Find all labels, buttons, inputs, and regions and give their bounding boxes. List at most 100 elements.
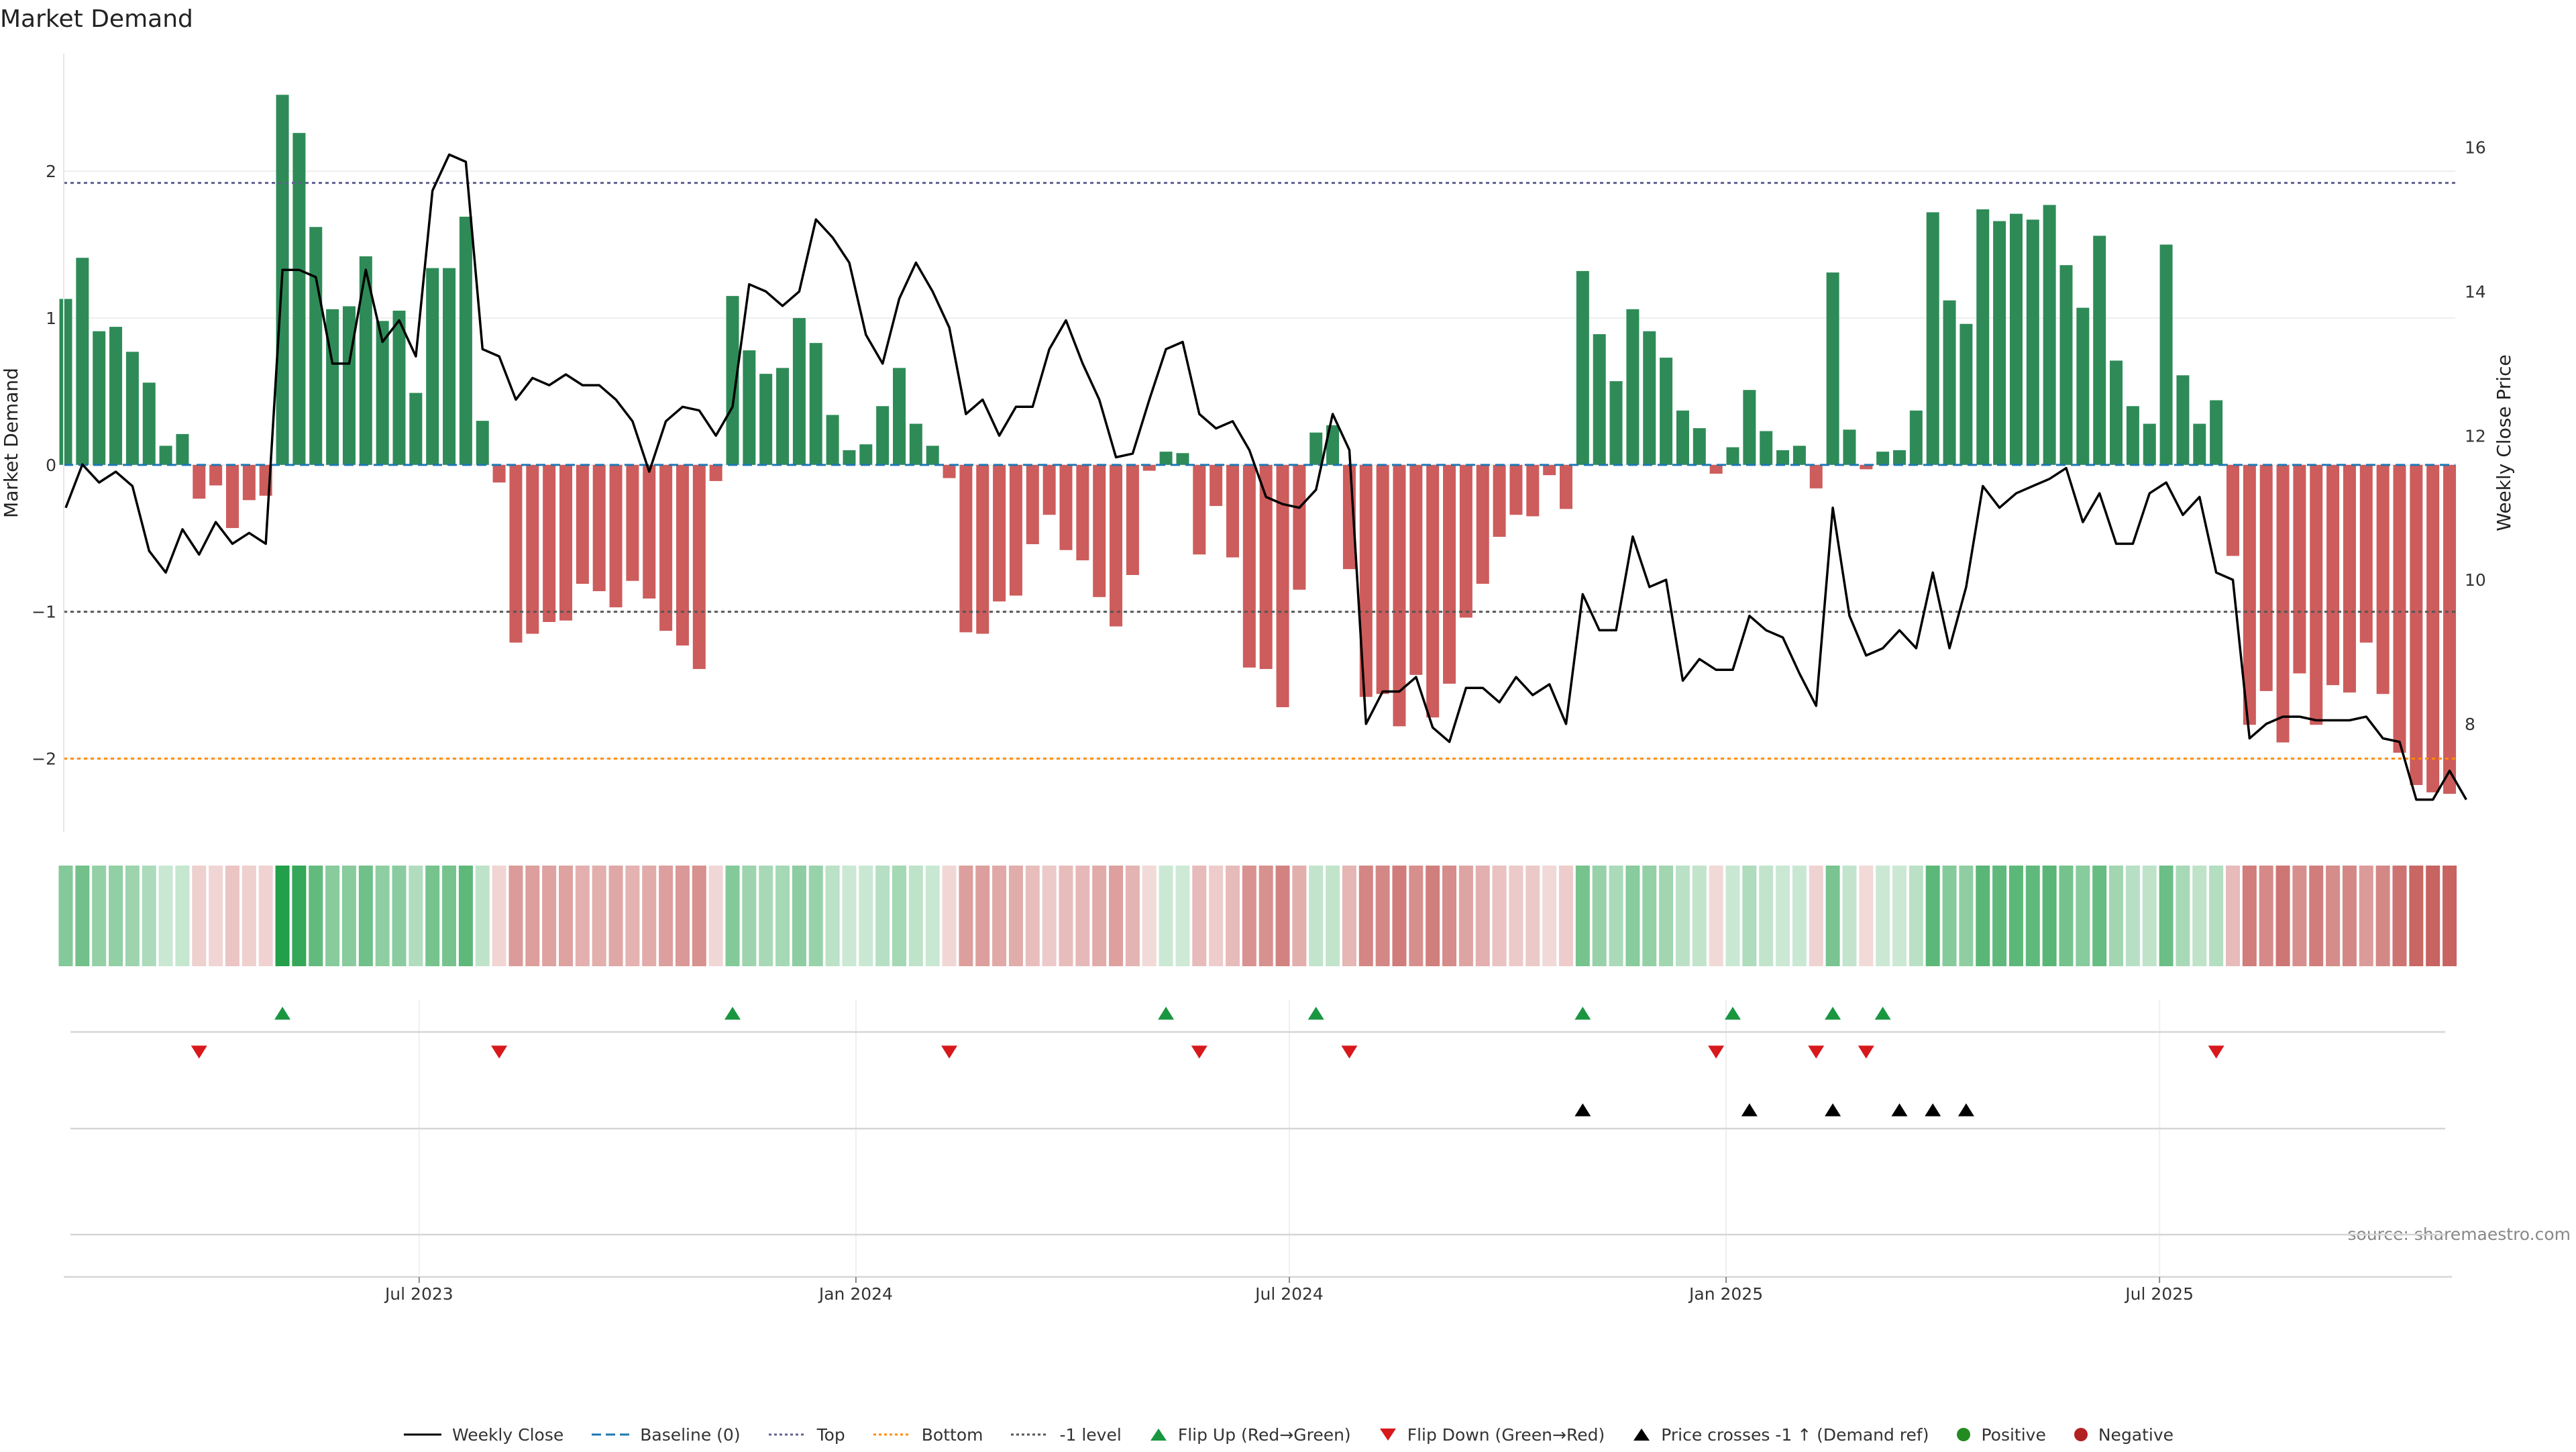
demand-bar bbox=[2043, 205, 2056, 465]
heat-cell bbox=[1309, 866, 1324, 966]
heat-cell bbox=[875, 866, 890, 966]
demand-bar bbox=[1293, 464, 1306, 590]
heat-cell bbox=[1642, 866, 1657, 966]
close-line-layer bbox=[64, 153, 2467, 801]
demand-bar bbox=[1509, 464, 1523, 515]
y-tick-label-right: 10 bbox=[2465, 570, 2486, 590]
heat-cell bbox=[1075, 866, 1090, 966]
demand-bar bbox=[2276, 464, 2290, 743]
heat-cell bbox=[1659, 866, 1674, 966]
heat-cell bbox=[1142, 866, 1157, 966]
demand-bar bbox=[1142, 464, 1156, 471]
heat-cell bbox=[542, 866, 557, 966]
heat-cell bbox=[325, 866, 340, 966]
heat-cell bbox=[1925, 866, 1940, 966]
heat-cell bbox=[1909, 866, 1923, 966]
heat-cell bbox=[158, 866, 173, 966]
heat-cell bbox=[608, 866, 623, 966]
heat-cell bbox=[1992, 866, 2007, 966]
heat-cell bbox=[2176, 866, 2190, 966]
demand-bar bbox=[1443, 464, 1456, 684]
demand-bar bbox=[1159, 452, 1173, 465]
heat-cell bbox=[2025, 866, 2040, 966]
event-markers bbox=[191, 1006, 2224, 1117]
heat-cell bbox=[2159, 866, 2174, 966]
legend-label: Baseline (0) bbox=[640, 1424, 741, 1445]
demand-bar bbox=[2093, 236, 2106, 465]
heat-cell bbox=[792, 866, 806, 966]
flip-down-marker bbox=[1341, 1045, 1358, 1059]
triangle-down-icon bbox=[1379, 1429, 1396, 1441]
y-tick-label-left: 1 bbox=[46, 309, 56, 328]
legend-item-top: Top bbox=[767, 1425, 845, 1445]
heat-cell bbox=[1692, 866, 1707, 966]
demand-bar bbox=[1226, 464, 1239, 558]
legend-item-price-cross: Price crosses -1 ↑ (Demand ref) bbox=[1631, 1425, 1929, 1445]
demand-bar bbox=[909, 423, 922, 465]
demand-bar bbox=[1059, 464, 1073, 550]
demand-bar bbox=[976, 464, 989, 634]
heat-cell bbox=[892, 866, 906, 966]
heat-cell bbox=[92, 866, 107, 966]
demand-bar bbox=[309, 227, 323, 465]
heat-cell bbox=[825, 866, 840, 966]
demand-bar bbox=[893, 368, 906, 465]
heat-cell bbox=[375, 866, 390, 966]
demand-bar bbox=[559, 464, 572, 621]
heat-cell bbox=[492, 866, 506, 966]
heat-cell bbox=[1559, 866, 1573, 966]
demand-bar bbox=[209, 464, 223, 486]
legend-label: Flip Up (Red→Green) bbox=[1177, 1424, 1351, 1445]
heat-cell bbox=[1442, 866, 1457, 966]
heat-cell bbox=[859, 866, 873, 966]
heat-cell bbox=[692, 866, 706, 966]
demand-bar bbox=[1242, 464, 1256, 668]
heat-cell bbox=[458, 866, 473, 966]
demand-bar bbox=[526, 464, 539, 634]
demand-bar bbox=[376, 321, 389, 465]
heat-cell bbox=[2409, 866, 2424, 966]
y-tick-label-left: 0 bbox=[46, 456, 56, 475]
heat-cell bbox=[1959, 866, 1974, 966]
demand-bar bbox=[76, 258, 89, 465]
circle-icon bbox=[1957, 1428, 1971, 1441]
legend-dashed-line-icon bbox=[592, 1433, 630, 1436]
heat-cell bbox=[942, 866, 957, 966]
demand-bar bbox=[792, 317, 806, 465]
demand-bar bbox=[1609, 381, 1623, 465]
heat-cell bbox=[1458, 866, 1473, 966]
heat-cell bbox=[275, 866, 290, 966]
demand-bar bbox=[2193, 423, 2206, 465]
demand-bar bbox=[843, 450, 856, 465]
price-cross-marker bbox=[1574, 1103, 1591, 1117]
heat-cell bbox=[1192, 866, 1207, 966]
heat-cell bbox=[1709, 866, 1723, 966]
flip-down-marker bbox=[191, 1045, 207, 1059]
heat-cell bbox=[2375, 866, 2390, 966]
demand-bar bbox=[1660, 358, 1673, 465]
heat-cell bbox=[1109, 866, 1124, 966]
heat-cell bbox=[759, 866, 773, 966]
heat-cell bbox=[992, 866, 1007, 966]
demand-bar bbox=[2026, 219, 2039, 465]
demand-bar bbox=[1893, 450, 1906, 465]
heat-cell bbox=[925, 866, 940, 966]
demand-bar bbox=[292, 133, 306, 465]
demand-bar bbox=[659, 464, 673, 631]
demand-bar bbox=[993, 464, 1006, 602]
demand-bar bbox=[1359, 464, 1373, 697]
demand-bar bbox=[2009, 213, 2023, 465]
heat-cell bbox=[1742, 866, 1757, 966]
x-tick-label: Jan 2024 bbox=[818, 1284, 893, 1304]
legend-item-bottom: Bottom bbox=[872, 1425, 983, 1445]
heat-cell bbox=[2092, 866, 2107, 966]
legend-item-minus-one: -1 level bbox=[1010, 1425, 1122, 1445]
heat-cell bbox=[1525, 866, 1540, 966]
heat-cell bbox=[2259, 866, 2273, 966]
demand-bar bbox=[1393, 464, 1406, 727]
heat-cell bbox=[1292, 866, 1307, 966]
flip-down-marker bbox=[1708, 1045, 1725, 1059]
demand-bar bbox=[2126, 406, 2139, 465]
demand-bar bbox=[1009, 464, 1022, 596]
heat-cell bbox=[1275, 866, 1290, 966]
